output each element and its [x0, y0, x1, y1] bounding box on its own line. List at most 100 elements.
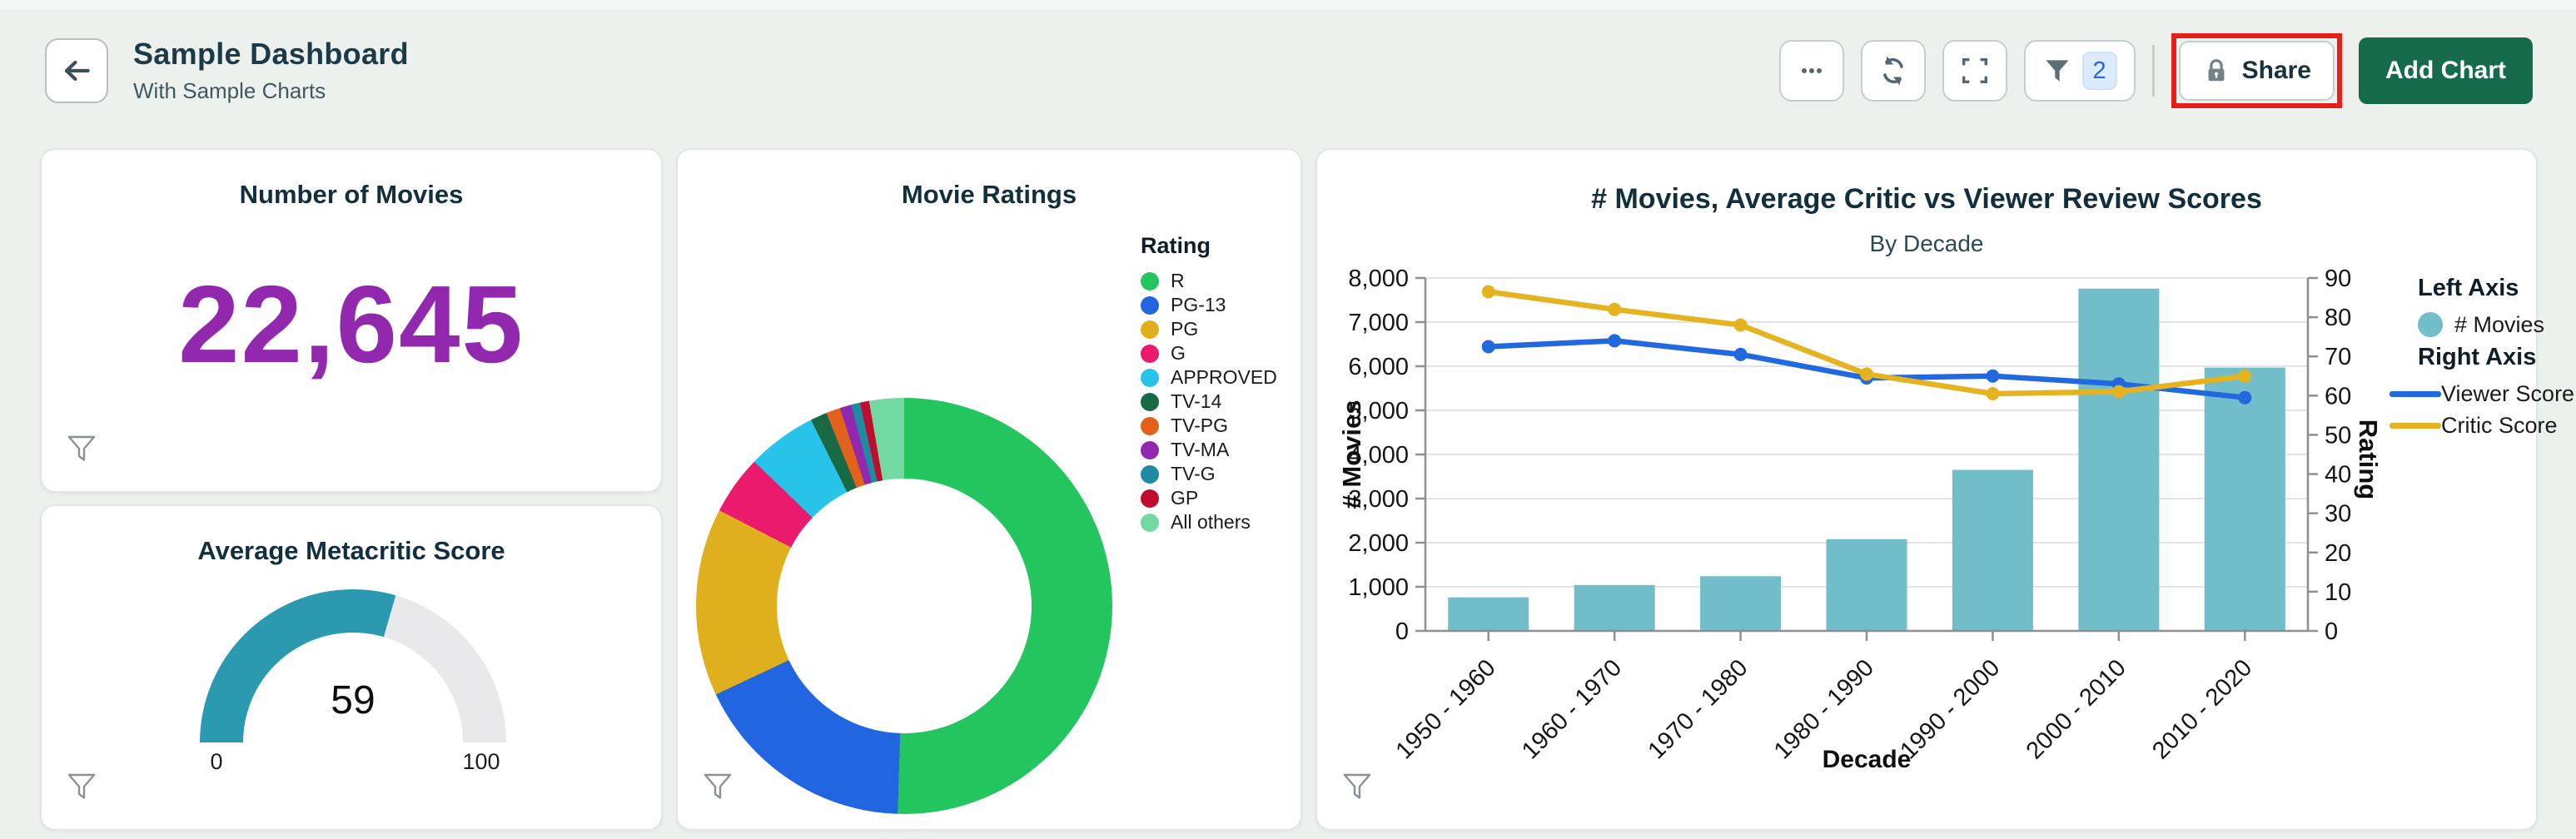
legend-label: R [1171, 270, 1185, 291]
data-point[interactable] [1733, 318, 1748, 332]
gauge-min-label: 0 [210, 749, 223, 774]
legend-swatch [1141, 368, 1159, 387]
x-axis-tick-label: 1990 - 2000 [1895, 654, 2005, 764]
filters-button[interactable]: 2 [2023, 40, 2136, 102]
gauge-card-title: Average Metacritic Score [197, 536, 505, 565]
legend-item-viewer-score: Viewer Score [2390, 378, 2574, 410]
card-filter-button[interactable] [1340, 770, 1374, 807]
donut-chart[interactable] [696, 398, 1112, 814]
left-axis-tick-label: 8,000 [1348, 266, 1409, 292]
bar-1990 - 2000[interactable] [1952, 469, 2033, 631]
right-axis-tick-label: 0 [2325, 618, 2338, 645]
donut-card-title: Movie Ratings [901, 180, 1077, 209]
bar-1960 - 1970[interactable] [1574, 584, 1655, 631]
title-block: Sample Dashboard With Sample Charts [133, 37, 409, 104]
combo-chart-plot[interactable]: 0 1,000 2,000 3,000 4,000 5,000 6,000 7,000 8,00… [1317, 150, 2539, 832]
fullscreen-icon [1959, 55, 1991, 87]
kpi-value: 22,645 [178, 263, 525, 385]
bar-1980 - 1990[interactable] [1826, 539, 1907, 631]
more-options-button[interactable] [1778, 40, 1844, 102]
legend-item-critic-score: Critic Score [2390, 410, 2574, 441]
data-point[interactable] [1860, 367, 1873, 381]
donut-hole [777, 479, 1032, 733]
legend-item: PG [1141, 317, 1277, 341]
data-point[interactable] [2238, 390, 2252, 405]
data-point[interactable] [1986, 369, 2000, 383]
legend-swatch [1141, 344, 1159, 363]
left-axis-tick-label: 3,000 [1348, 486, 1409, 513]
combo-legend: Left Axis # Movies Right Axis Viewer Sco… [2390, 271, 2574, 441]
data-point[interactable] [1986, 386, 2000, 400]
right-axis-title: Rating [2354, 420, 2383, 499]
legend-label-movies: # Movies [2454, 311, 2545, 337]
right-axis-tick-label: 20 [2325, 540, 2351, 567]
ellipsis-icon [1795, 54, 1828, 87]
legend-right-axis-title: Right Axis [2418, 344, 2537, 370]
legend-swatch-critic-score [2390, 422, 2441, 429]
left-axis-tick-label: 5,000 [1348, 398, 1409, 424]
bar-2000 - 2010[interactable] [2078, 288, 2160, 631]
right-axis-tick-label: 40 [2325, 462, 2351, 489]
page-subtitle: With Sample Charts [133, 78, 326, 103]
data-point[interactable] [1481, 285, 1495, 299]
gauge-max-label: 100 [462, 749, 500, 774]
gauge-chart[interactable] [200, 589, 506, 742]
share-button-label: Share [2241, 57, 2311, 84]
legend-item: TV-MA [1141, 438, 1277, 462]
data-point[interactable] [1608, 302, 1622, 316]
data-point[interactable] [2238, 369, 2252, 383]
legend-swatch [1141, 440, 1159, 459]
bar-1950 - 1960[interactable] [1448, 597, 1529, 631]
right-axis-tick-label: 80 [2325, 305, 2351, 331]
card-filter-button[interactable] [65, 432, 98, 469]
add-chart-button[interactable]: Add Chart [2359, 37, 2533, 104]
gauge-value: 59 [331, 678, 375, 722]
bar-2010 - 2020[interactable] [2204, 367, 2285, 631]
right-axis-tick-label: 70 [2325, 344, 2351, 370]
share-highlight-box: Share [2171, 33, 2342, 108]
legend-item: APPROVED [1141, 365, 1277, 390]
fullscreen-button[interactable] [1942, 40, 2007, 102]
arrow-left-icon [59, 53, 94, 88]
kpi-card-title: Number of Movies [239, 180, 464, 209]
bar-1970 - 1980[interactable] [1700, 576, 1782, 631]
legend-item: PG-13 [1141, 293, 1277, 317]
legend-label: TV-14 [1171, 390, 1222, 412]
legend-item: TV-PG [1141, 414, 1277, 438]
data-point[interactable] [1608, 334, 1622, 348]
data-point[interactable] [2111, 385, 2126, 399]
legend-label: PG [1171, 318, 1199, 340]
legend-left-axis-title: Left Axis [2418, 275, 2519, 301]
x-axis-tick-label: 2000 - 2010 [2022, 654, 2131, 764]
combo-card-subtitle: By Decade [1869, 231, 1984, 256]
x-axis-tick-label: 1970 - 1980 [1643, 654, 1753, 764]
refresh-icon [1877, 54, 1910, 87]
card-filter-button[interactable] [701, 770, 734, 807]
funnel-outline-icon [1343, 773, 1371, 799]
legend-item-movies: # Movies [2390, 309, 2574, 340]
left-axis-tick-label: 7,000 [1348, 310, 1409, 336]
gauge-card-average-metacritic-score: Average Metacritic Score 59 0 100 [40, 504, 663, 831]
legend-swatch [1141, 320, 1159, 339]
legend-swatch [1141, 464, 1159, 484]
card-filter-button[interactable] [65, 770, 98, 807]
legend-label: All others [1171, 511, 1251, 533]
legend-item: G [1141, 341, 1277, 365]
legend-title: Rating [1141, 233, 1211, 258]
left-axis-tick-label: 0 [1395, 618, 1409, 645]
left-axis-tick-label: 6,000 [1348, 354, 1409, 380]
back-button[interactable] [45, 37, 108, 103]
legend-item: TV-G [1141, 462, 1277, 486]
page-title: Sample Dashboard [133, 37, 409, 71]
legend-label: TV-MA [1171, 439, 1230, 460]
legend-item: TV-14 [1141, 390, 1277, 414]
funnel-icon [2042, 56, 2072, 86]
data-point[interactable] [1481, 340, 1495, 354]
funnel-outline-icon [67, 435, 96, 461]
refresh-button[interactable] [1860, 40, 1926, 102]
share-button[interactable]: Share [2178, 41, 2335, 101]
funnel-outline-icon [67, 773, 96, 799]
data-point[interactable] [1733, 347, 1748, 361]
donut-legend: Rating R PG-13 PG G APPROVED TV-14 TV-PG TV-MA T… [1141, 233, 1277, 534]
legend-swatch-movies [2418, 312, 2443, 337]
